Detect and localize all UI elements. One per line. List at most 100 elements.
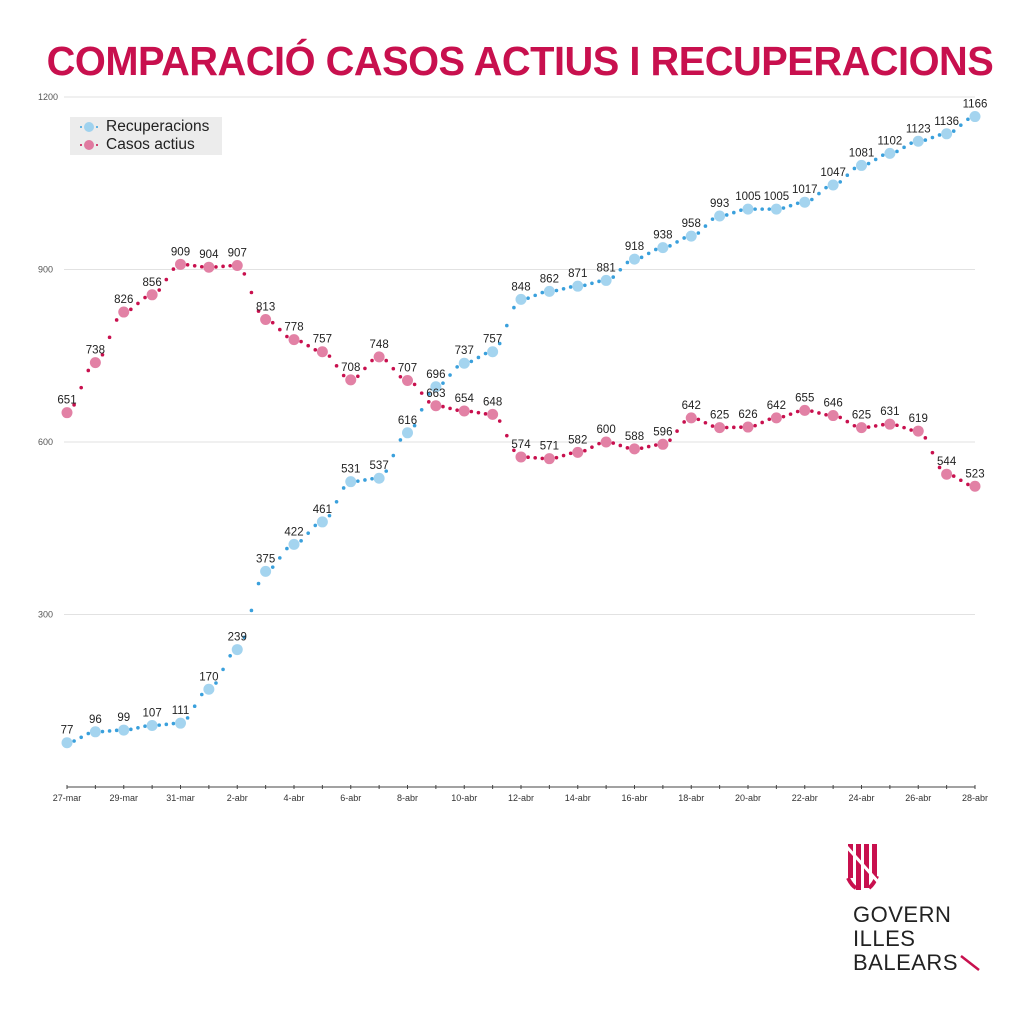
data-label: 544 (937, 456, 957, 468)
connector-dot (838, 415, 843, 420)
data-point (770, 412, 782, 424)
data-point (600, 274, 612, 286)
data-label: 422 (284, 526, 303, 538)
connector-dot (767, 207, 772, 211)
data-label: 571 (540, 441, 559, 453)
connector-dot (384, 469, 389, 473)
connector-dot (249, 290, 254, 295)
legend-marker-icon (80, 140, 98, 150)
data-point (543, 453, 555, 465)
connector-dot (483, 351, 488, 356)
connector-dot (880, 153, 885, 158)
connector-dot (505, 323, 509, 328)
y-tick-label: 900 (38, 265, 53, 275)
connector-dot (951, 129, 956, 133)
connector-dot (639, 255, 644, 260)
data-point (203, 261, 215, 273)
data-point (430, 400, 442, 412)
data-label: 757 (313, 334, 332, 346)
x-tick-label: 8-abr (397, 793, 418, 803)
connector-dot (476, 410, 481, 415)
connector-dot (646, 444, 651, 449)
connector-dot (100, 729, 105, 734)
data-point (600, 436, 612, 448)
connector-dot (966, 117, 970, 122)
x-tick-label: 20-abr (735, 793, 761, 803)
data-label: 871 (568, 268, 587, 280)
data-point (799, 196, 811, 208)
data-point (884, 147, 896, 159)
connector-dot (143, 724, 147, 728)
connector-dot (72, 739, 76, 743)
connector-dot (356, 479, 360, 483)
data-point (316, 346, 328, 358)
connector-dot (611, 441, 616, 445)
data-label: 96 (89, 714, 102, 726)
data-point (146, 719, 158, 731)
connector-dot (306, 343, 310, 348)
govern-logo-text: GOVERN ILLES BALEARS (853, 903, 983, 975)
x-tick-label: 24-abr (848, 793, 874, 803)
y-tick-label: 600 (38, 437, 53, 447)
connector-dot (79, 735, 83, 740)
connector-dot (838, 180, 843, 184)
connector-dot (341, 373, 346, 378)
connector-dot (143, 295, 147, 300)
connector-dot (526, 296, 530, 300)
connector-dot (448, 406, 452, 411)
connector-dot (455, 408, 459, 412)
connector-dot (370, 476, 374, 481)
data-point (402, 427, 413, 439)
legend-item-casos-actius[interactable]: Casos actius (80, 136, 195, 154)
x-tick-label: 16-abr (621, 793, 647, 803)
data-point (487, 346, 499, 358)
connector-dot (554, 455, 559, 460)
connector-dot (363, 366, 367, 371)
connector-dot (114, 318, 119, 322)
connector-dot (334, 500, 339, 504)
data-label: 881 (597, 262, 616, 274)
data-point (884, 418, 896, 430)
connector-dot (391, 366, 396, 371)
connector-dot (611, 275, 616, 279)
data-label: 642 (767, 400, 786, 412)
connector-dot (810, 197, 814, 202)
connector-dot (256, 581, 261, 586)
connector-dot (278, 327, 282, 332)
data-point (685, 230, 697, 242)
connector-dot (866, 161, 871, 166)
data-label: 596 (653, 426, 672, 438)
connector-dot (625, 446, 630, 450)
connector-dot (270, 565, 275, 569)
connector-dot (214, 681, 218, 685)
connector-dot (561, 453, 566, 458)
data-point (231, 259, 243, 271)
connector-dot (703, 420, 708, 425)
connector-dot (873, 157, 878, 162)
connector-dot (334, 364, 339, 368)
connector-dot (590, 445, 594, 449)
connector-dot (299, 339, 303, 344)
connector-dot (86, 368, 91, 373)
data-label: 848 (511, 281, 530, 293)
data-point (629, 443, 640, 455)
connector-dot (171, 721, 176, 726)
data-point (827, 410, 839, 422)
data-point (89, 357, 101, 369)
data-point (260, 314, 272, 326)
legend-item-recuperacions[interactable]: Recuperacions (80, 118, 209, 136)
data-point (941, 128, 953, 140)
data-point (118, 306, 130, 318)
data-point (515, 293, 527, 305)
connector-dot (285, 546, 289, 551)
connector-dot (739, 425, 743, 429)
data-point (345, 476, 357, 488)
data-label: 663 (426, 388, 445, 400)
connector-dot (129, 307, 133, 312)
data-label: 748 (370, 339, 389, 351)
x-tick-label: 31-mar (166, 793, 195, 803)
connector-dot (703, 224, 708, 228)
data-label: 856 (143, 277, 162, 289)
connector-dot (341, 486, 346, 490)
connector-dot (185, 716, 190, 720)
